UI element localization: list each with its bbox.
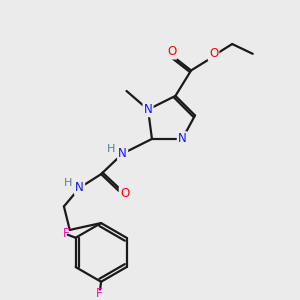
Text: N: N [75, 181, 84, 194]
Text: N: N [118, 147, 127, 160]
Text: O: O [120, 187, 129, 200]
Text: O: O [209, 47, 218, 60]
Text: O: O [209, 47, 218, 60]
Text: F: F [63, 227, 69, 240]
Text: N: N [178, 132, 187, 146]
Text: H: H [107, 144, 115, 154]
Text: N: N [118, 147, 127, 160]
Text: N: N [144, 103, 152, 116]
Text: N: N [178, 132, 187, 146]
Text: F: F [96, 287, 102, 300]
Text: O: O [167, 45, 176, 58]
Text: O: O [167, 45, 176, 58]
Text: O: O [120, 187, 129, 200]
Text: N: N [144, 103, 152, 116]
Text: N: N [75, 181, 84, 194]
Text: H: H [64, 178, 72, 188]
